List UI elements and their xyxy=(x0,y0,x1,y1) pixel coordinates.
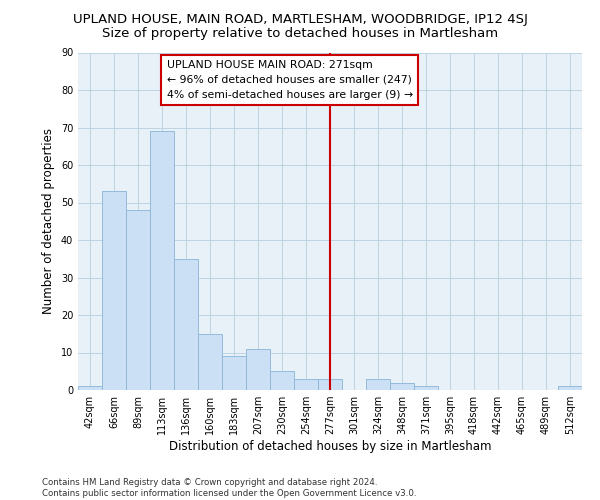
Bar xyxy=(198,334,222,390)
Text: UPLAND HOUSE, MAIN ROAD, MARTLESHAM, WOODBRIDGE, IP12 4SJ: UPLAND HOUSE, MAIN ROAD, MARTLESHAM, WOO… xyxy=(73,12,527,26)
X-axis label: Distribution of detached houses by size in Martlesham: Distribution of detached houses by size … xyxy=(169,440,491,453)
Text: UPLAND HOUSE MAIN ROAD: 271sqm
← 96% of detached houses are smaller (247)
4% of : UPLAND HOUSE MAIN ROAD: 271sqm ← 96% of … xyxy=(167,60,413,100)
Bar xyxy=(102,191,126,390)
Bar xyxy=(150,131,174,390)
Bar xyxy=(270,371,294,390)
Bar xyxy=(294,379,318,390)
Bar xyxy=(366,379,390,390)
Bar xyxy=(390,382,414,390)
Bar xyxy=(174,259,198,390)
Bar xyxy=(318,379,342,390)
Text: Size of property relative to detached houses in Martlesham: Size of property relative to detached ho… xyxy=(102,28,498,40)
Bar xyxy=(558,386,582,390)
Bar xyxy=(78,386,102,390)
Bar xyxy=(222,356,246,390)
Bar xyxy=(126,210,150,390)
Text: Contains HM Land Registry data © Crown copyright and database right 2024.
Contai: Contains HM Land Registry data © Crown c… xyxy=(42,478,416,498)
Bar xyxy=(246,349,270,390)
Y-axis label: Number of detached properties: Number of detached properties xyxy=(42,128,55,314)
Bar xyxy=(414,386,438,390)
